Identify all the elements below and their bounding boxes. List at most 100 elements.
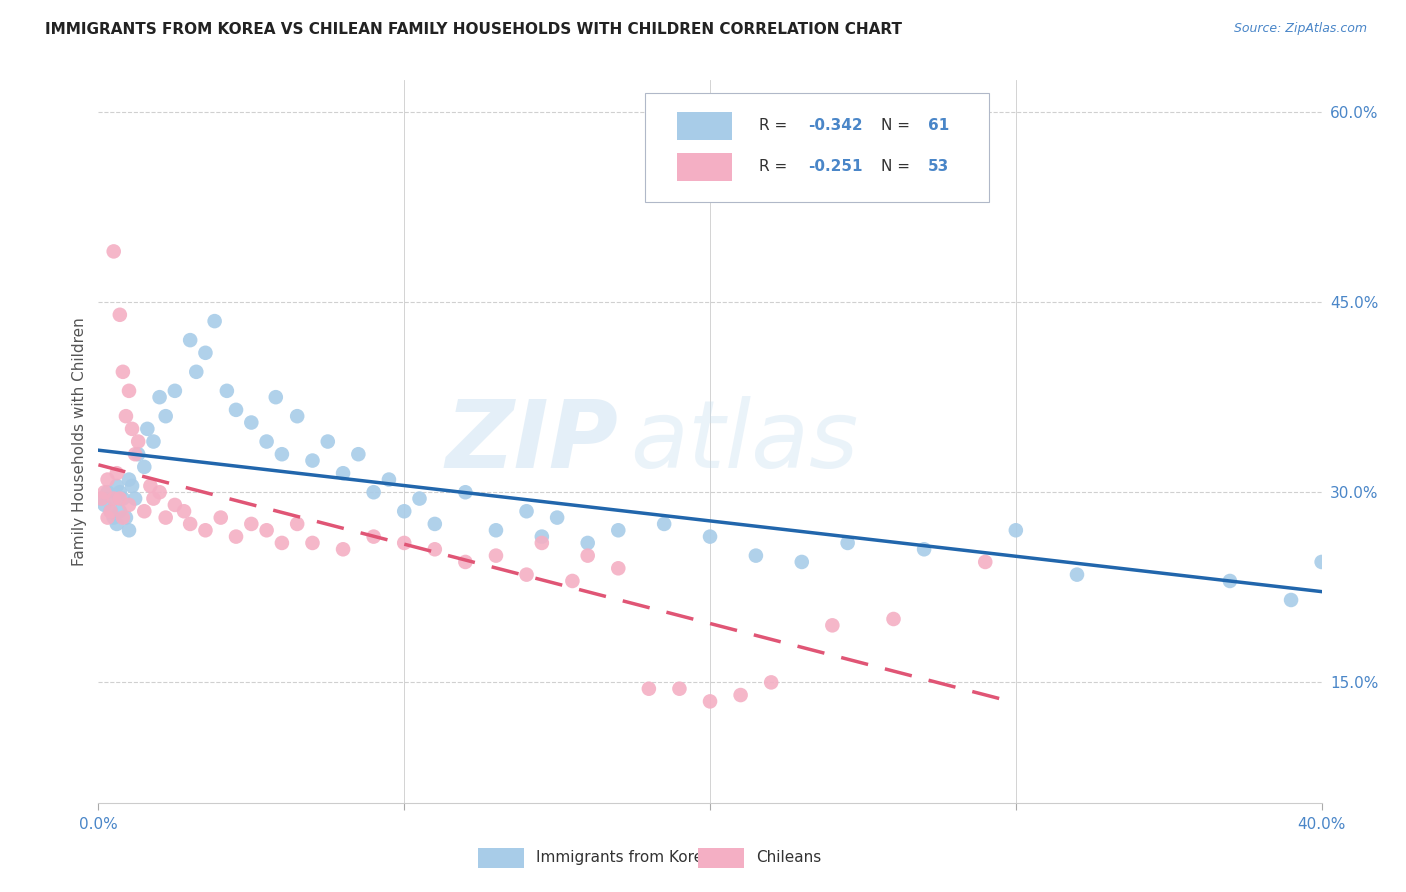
Point — [576, 549, 599, 563]
Point — [124, 491, 146, 506]
Point — [363, 530, 385, 544]
Point — [1279, 593, 1302, 607]
Point — [256, 523, 278, 537]
FancyBboxPatch shape — [478, 847, 524, 868]
Point — [118, 523, 141, 537]
Point — [485, 523, 508, 537]
Point — [668, 681, 690, 696]
Point — [97, 473, 120, 487]
Point — [139, 479, 162, 493]
Point — [837, 536, 859, 550]
Point — [155, 510, 177, 524]
Point — [136, 422, 159, 436]
Point — [105, 516, 128, 531]
Point — [576, 536, 599, 550]
Point — [974, 555, 997, 569]
Point — [103, 491, 125, 506]
Text: ZIP: ZIP — [446, 395, 619, 488]
Point — [516, 504, 538, 518]
Point — [759, 675, 782, 690]
Point — [134, 459, 156, 474]
Point — [332, 467, 354, 481]
Point — [264, 390, 287, 404]
Text: -0.251: -0.251 — [808, 160, 862, 175]
Point — [103, 510, 125, 524]
Point — [652, 516, 675, 531]
Point — [454, 485, 477, 500]
Point — [97, 510, 120, 524]
FancyBboxPatch shape — [645, 93, 988, 202]
Point — [485, 549, 508, 563]
Point — [408, 491, 430, 506]
Point — [100, 504, 122, 518]
Text: Source: ZipAtlas.com: Source: ZipAtlas.com — [1233, 22, 1367, 36]
Point — [1004, 523, 1026, 537]
Point — [179, 516, 201, 531]
Point — [103, 244, 125, 259]
Point — [118, 498, 141, 512]
Point — [821, 618, 844, 632]
Point — [149, 390, 172, 404]
Point — [607, 561, 630, 575]
Point — [392, 536, 416, 550]
Point — [124, 447, 146, 461]
Point — [912, 542, 935, 557]
Point — [561, 574, 583, 588]
Point — [105, 467, 128, 481]
Text: N =: N = — [882, 160, 915, 175]
Point — [270, 447, 292, 461]
Text: R =: R = — [759, 160, 792, 175]
Text: Chileans: Chileans — [756, 850, 821, 865]
Point — [118, 473, 141, 487]
Y-axis label: Family Households with Children: Family Households with Children — [72, 318, 87, 566]
Point — [194, 523, 217, 537]
Text: IMMIGRANTS FROM KOREA VS CHILEAN FAMILY HOUSEHOLDS WITH CHILDREN CORRELATION CHA: IMMIGRANTS FROM KOREA VS CHILEAN FAMILY … — [45, 22, 903, 37]
Point — [546, 510, 568, 524]
Point — [93, 485, 115, 500]
Point — [745, 549, 768, 563]
Point — [637, 681, 661, 696]
Point — [163, 384, 186, 398]
Point — [118, 384, 141, 398]
Point — [240, 516, 263, 531]
Point — [121, 479, 143, 493]
Point — [111, 510, 134, 524]
Point — [142, 434, 165, 449]
Point — [423, 516, 446, 531]
Point — [530, 530, 553, 544]
Point — [108, 504, 131, 518]
Point — [105, 479, 128, 493]
Point — [97, 485, 120, 500]
Point — [883, 612, 905, 626]
Point — [1310, 555, 1333, 569]
Point — [173, 504, 195, 518]
Point — [285, 516, 308, 531]
Point — [108, 491, 131, 506]
Point — [209, 510, 232, 524]
Point — [121, 422, 143, 436]
Point — [108, 308, 131, 322]
Point — [90, 491, 112, 506]
Text: 53: 53 — [928, 160, 949, 175]
Text: R =: R = — [759, 119, 792, 133]
Point — [392, 504, 416, 518]
Point — [699, 694, 721, 708]
FancyBboxPatch shape — [678, 153, 733, 181]
Point — [100, 504, 122, 518]
Point — [454, 555, 477, 569]
Point — [301, 453, 323, 467]
Point — [347, 447, 370, 461]
Point — [332, 542, 354, 557]
Text: 61: 61 — [928, 119, 949, 133]
Point — [378, 473, 401, 487]
Point — [149, 485, 172, 500]
Point — [103, 491, 125, 506]
Text: -0.342: -0.342 — [808, 119, 862, 133]
Point — [108, 485, 131, 500]
Point — [730, 688, 752, 702]
Point — [530, 536, 553, 550]
Point — [699, 530, 721, 544]
FancyBboxPatch shape — [678, 112, 733, 139]
Point — [127, 434, 149, 449]
Point — [316, 434, 339, 449]
